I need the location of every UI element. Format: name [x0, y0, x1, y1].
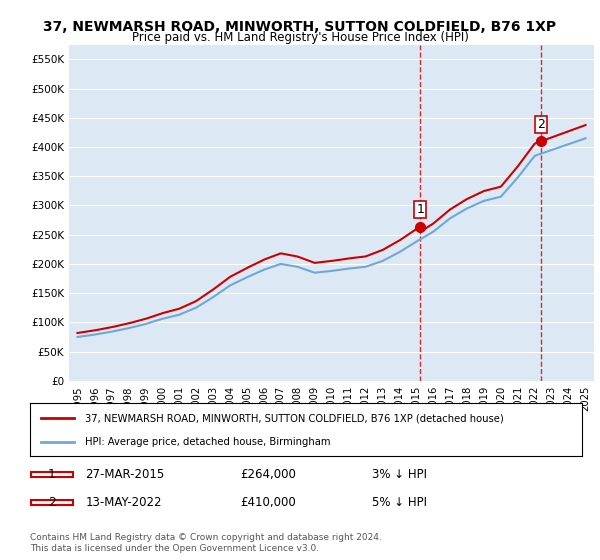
Text: 37, NEWMARSH ROAD, MINWORTH, SUTTON COLDFIELD, B76 1XP: 37, NEWMARSH ROAD, MINWORTH, SUTTON COLD…	[43, 20, 557, 34]
Text: Contains HM Land Registry data © Crown copyright and database right 2024.
This d: Contains HM Land Registry data © Crown c…	[30, 533, 382, 553]
Text: 1: 1	[416, 203, 424, 216]
Text: 2: 2	[537, 118, 545, 130]
Text: £264,000: £264,000	[240, 468, 296, 481]
Text: 3% ↓ HPI: 3% ↓ HPI	[372, 468, 427, 481]
Text: 27-MAR-2015: 27-MAR-2015	[85, 468, 164, 481]
FancyBboxPatch shape	[31, 500, 73, 506]
Text: 2: 2	[48, 496, 56, 509]
Text: 37, NEWMARSH ROAD, MINWORTH, SUTTON COLDFIELD, B76 1XP (detached house): 37, NEWMARSH ROAD, MINWORTH, SUTTON COLD…	[85, 413, 504, 423]
FancyBboxPatch shape	[31, 472, 73, 478]
Text: HPI: Average price, detached house, Birmingham: HPI: Average price, detached house, Birm…	[85, 436, 331, 446]
Text: 1: 1	[48, 468, 56, 481]
Text: £410,000: £410,000	[240, 496, 296, 509]
Text: 5% ↓ HPI: 5% ↓ HPI	[372, 496, 427, 509]
Text: Price paid vs. HM Land Registry's House Price Index (HPI): Price paid vs. HM Land Registry's House …	[131, 31, 469, 44]
Text: 13-MAY-2022: 13-MAY-2022	[85, 496, 162, 509]
